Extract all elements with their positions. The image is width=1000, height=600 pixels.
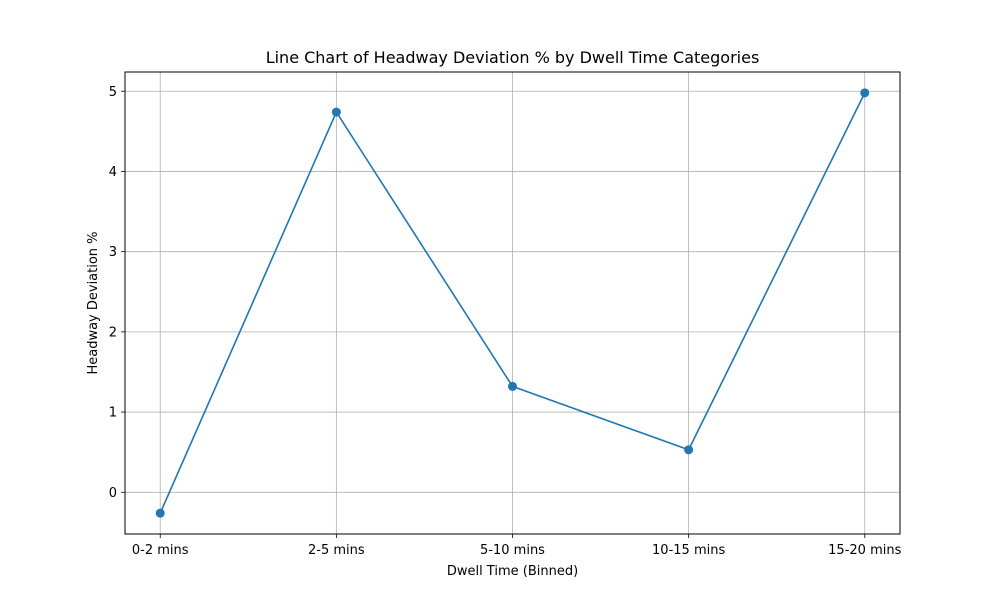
y-tick-label: 4 <box>109 165 117 180</box>
chart-title: Line Chart of Headway Deviation % by Dwe… <box>266 48 760 67</box>
x-tick-label: 0-2 mins <box>132 543 189 558</box>
y-tick-label: 0 <box>109 486 117 501</box>
y-tick-label: 1 <box>109 406 117 421</box>
data-point <box>684 445 694 455</box>
ticks-layer: 0-2 mins 2-5 mins 5-10 mins 10-15 mins 15-20… <box>109 85 902 558</box>
data-point <box>860 88 870 98</box>
x-tick-label: 15-20 mins <box>828 543 901 558</box>
x-tick-label: 10-15 mins <box>652 543 725 558</box>
grid-layer <box>125 72 900 534</box>
x-tick-label: 5-10 mins <box>480 543 545 558</box>
data-point <box>155 508 165 518</box>
y-axis-label: Headway Deviation % <box>86 231 101 374</box>
y-tick-label: 5 <box>109 85 117 100</box>
data-point <box>508 381 517 391</box>
data-point <box>331 107 341 117</box>
x-axis-label: Dwell Time (Binned) <box>447 564 578 579</box>
y-tick-label: 3 <box>109 245 117 260</box>
x-tick-label: 2-5 mins <box>308 543 365 558</box>
y-tick-label: 2 <box>109 325 117 340</box>
series-layer <box>155 88 870 518</box>
